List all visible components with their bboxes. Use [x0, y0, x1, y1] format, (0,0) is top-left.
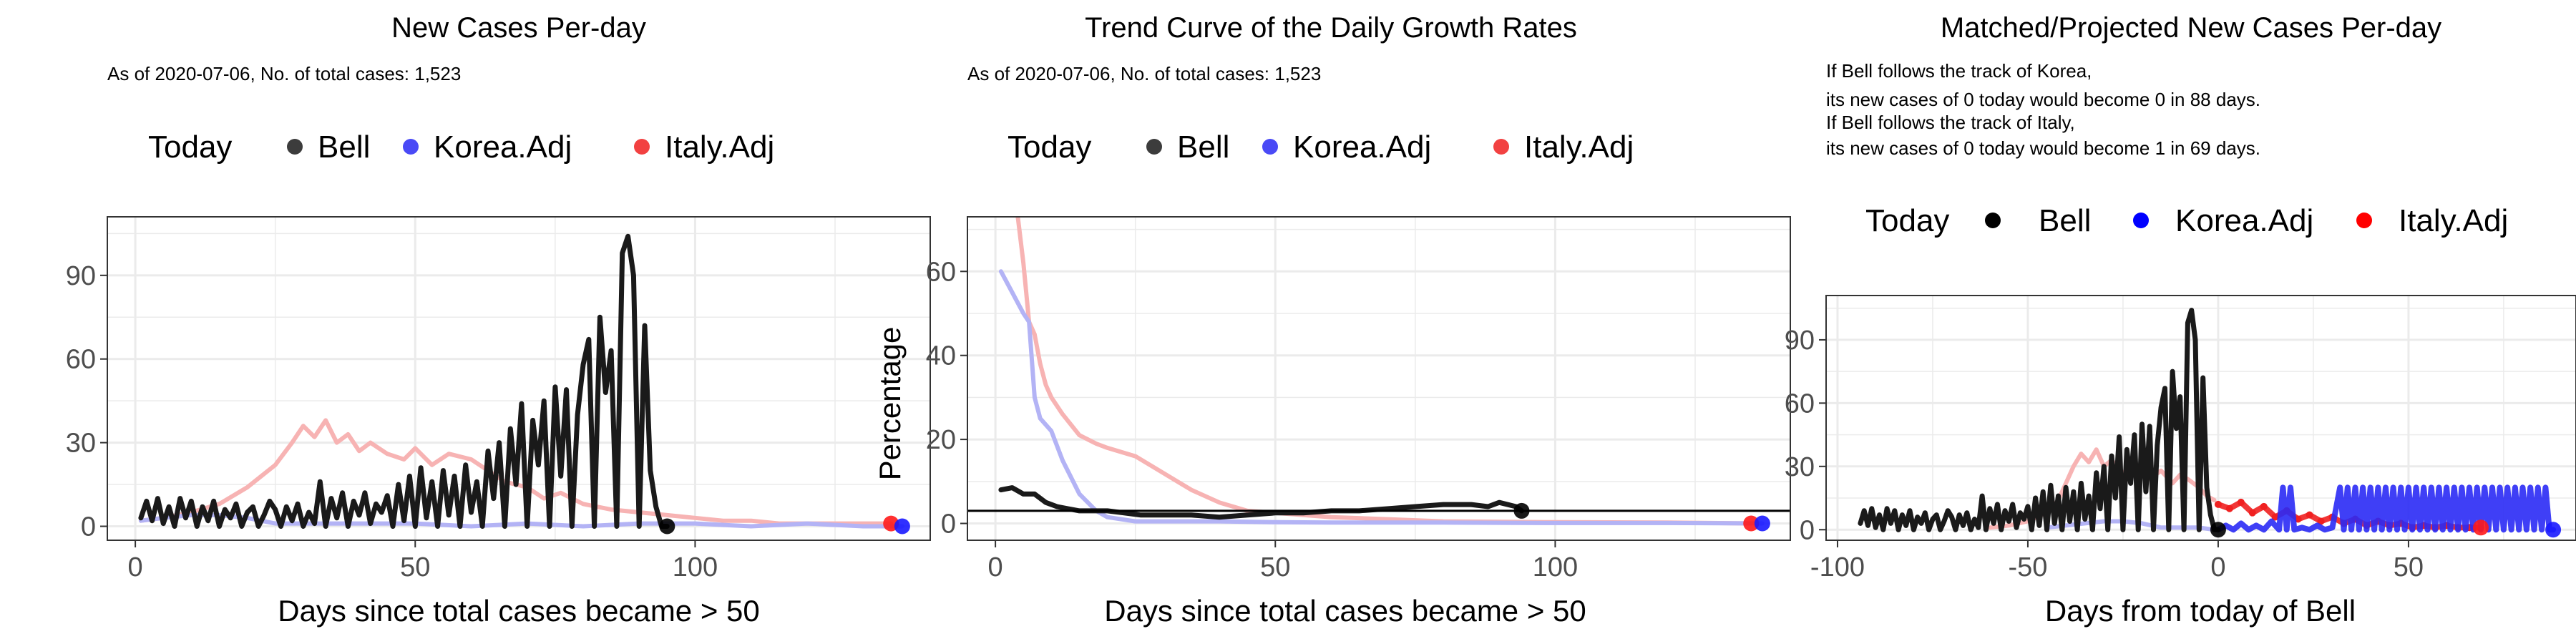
korea-today-point: [894, 518, 910, 535]
legend-bell-label: Bell: [318, 130, 370, 165]
panel-subtitle-line-4: its new cases of 0 today would become 1 …: [1826, 137, 2260, 159]
korea-today-point: [1754, 515, 1770, 532]
plot-area: 0 50 100 0 30 60 90: [66, 216, 931, 582]
italy-series-line: [1015, 217, 1754, 526]
series-lines: [998, 217, 1765, 526]
bell-series-line: [998, 485, 1524, 520]
italy-projected-point: [2248, 509, 2256, 517]
y-tick-label: 20: [926, 425, 956, 455]
legend-korea-label: Korea.Adj: [1293, 130, 1431, 165]
legend-italy-marker: [2356, 213, 2372, 228]
korea-series-line: [998, 269, 1765, 526]
daily-growth-rates-panel: Trend Curve of the Daily Growth Rates As…: [873, 12, 1791, 628]
bell-series-line: [138, 233, 670, 529]
legend: Today Bell Korea.Adj Italy.Adj: [1008, 130, 1634, 165]
y-tick-label: 30: [66, 429, 96, 459]
italy-today-point: [1743, 515, 1760, 532]
legend-italy-marker: [1493, 139, 1509, 155]
legend-bell-marker: [287, 139, 303, 155]
y-tick-label: 30: [1785, 452, 1815, 482]
italy-projected-point: [2214, 500, 2222, 508]
italy-today-point: [2473, 519, 2489, 536]
y-tick-label: 60: [66, 345, 96, 375]
panel-background: [967, 217, 1790, 540]
italy-projected-point: [2306, 511, 2313, 519]
panel-subtitle-line-1: If Bell follows the track of Korea,: [1826, 60, 2092, 82]
legend-korea-label: Korea.Adj: [2175, 203, 2313, 238]
x-tick-label: 50: [2394, 552, 2424, 582]
panel-border: [107, 216, 931, 541]
y-tick-label: 90: [66, 261, 96, 291]
panel-title: Matched/Projected New Cases Per-day: [1941, 12, 2441, 44]
series-lines: [1858, 308, 2557, 533]
legend-bell-marker: [1985, 213, 2001, 228]
legend-bell-label: Bell: [2039, 203, 2091, 238]
legend-korea-marker: [403, 139, 419, 155]
bell-series-line: [1858, 308, 2221, 532]
italy-series-line: [138, 418, 894, 526]
x-axis-title: Days from today of Bell: [2045, 594, 2356, 628]
plot-area: 0 50 100 0 20 40 60: [926, 216, 1791, 582]
italy-projected-point: [2237, 498, 2245, 506]
panel-title: Trend Curve of the Daily Growth Rates: [1085, 12, 1577, 44]
legend-korea-marker: [2133, 213, 2149, 228]
panel-subtitle: As of 2020-07-06, No. of total cases: 1,…: [967, 63, 1321, 84]
legend-korea-label: Korea.Adj: [434, 130, 572, 165]
y-tick-label: 0: [1800, 515, 1815, 545]
x-tick-label: 50: [400, 552, 430, 582]
y-tick-label: 0: [941, 509, 956, 540]
y-axis-title: Percentage: [873, 327, 907, 481]
x-tick-label: 100: [673, 552, 718, 582]
x-tick-label: 0: [988, 552, 1003, 582]
legend-italy-label: Italy.Adj: [665, 130, 774, 165]
y-tick-label: 60: [1785, 389, 1815, 419]
bell-today-point: [1513, 502, 1530, 519]
plot-area: -100 -50 0 50 0 30 60 90: [1785, 295, 2576, 582]
legend-title: Today: [1865, 203, 1949, 238]
panel-title: New Cases Per-day: [391, 12, 646, 44]
legend-title: Today: [148, 130, 232, 165]
panel-subtitle-line-3: If Bell follows the track of Italy,: [1826, 112, 2075, 133]
legend: Today Bell Korea.Adj Italy.Adj: [1865, 203, 2508, 238]
y-tick-label: 0: [81, 512, 96, 542]
new-cases-per-day-panel: New Cases Per-day As of 2020-07-06, No. …: [66, 12, 931, 628]
panel-border: [1825, 295, 2576, 541]
legend-italy-label: Italy.Adj: [2399, 203, 2508, 238]
legend-italy-marker: [634, 139, 650, 155]
panel-background: [107, 217, 930, 540]
bell-today-point: [2210, 522, 2226, 538]
y-tick-label: 60: [926, 257, 956, 287]
legend-korea-marker: [1262, 139, 1278, 155]
legend-bell-label: Bell: [1177, 130, 1229, 165]
projected-new-cases-panel: Matched/Projected New Cases Per-day If B…: [1785, 12, 2576, 628]
legend-italy-label: Italy.Adj: [1524, 130, 1634, 165]
panel-subtitle-line-2: its new cases of 0 today would become 0 …: [1826, 89, 2260, 110]
x-tick-label: 50: [1260, 552, 1290, 582]
x-tick-label: 0: [2210, 552, 2225, 582]
italy-projected-point: [2317, 517, 2325, 525]
panel-subtitle: As of 2020-07-06, No. of total cases: 1,…: [107, 63, 461, 84]
legend-bell-marker: [1146, 139, 1162, 155]
korea-today-point: [2545, 522, 2562, 538]
bell-today-point: [659, 518, 675, 535]
italy-projected-point: [2271, 513, 2279, 521]
korea-projected-series-line: [2215, 484, 2557, 533]
y-tick-label: 90: [1785, 326, 1815, 356]
italy-projected-point: [2225, 504, 2233, 512]
legend-title: Today: [1008, 130, 1091, 165]
x-axis-title: Days since total cases became > 50: [1104, 594, 1586, 628]
x-tick-label: 0: [128, 552, 143, 582]
x-axis-title: Days since total cases became > 50: [278, 594, 760, 628]
panel-border: [967, 216, 1791, 541]
italy-projected-point: [2260, 502, 2268, 510]
series-lines: [138, 233, 904, 529]
y-tick-label: 40: [926, 341, 956, 371]
x-tick-label: -50: [2008, 552, 2047, 582]
legend: Today Bell Korea.Adj Italy.Adj: [148, 130, 774, 165]
x-tick-label: -100: [1810, 552, 1865, 582]
x-tick-label: 100: [1533, 552, 1578, 582]
